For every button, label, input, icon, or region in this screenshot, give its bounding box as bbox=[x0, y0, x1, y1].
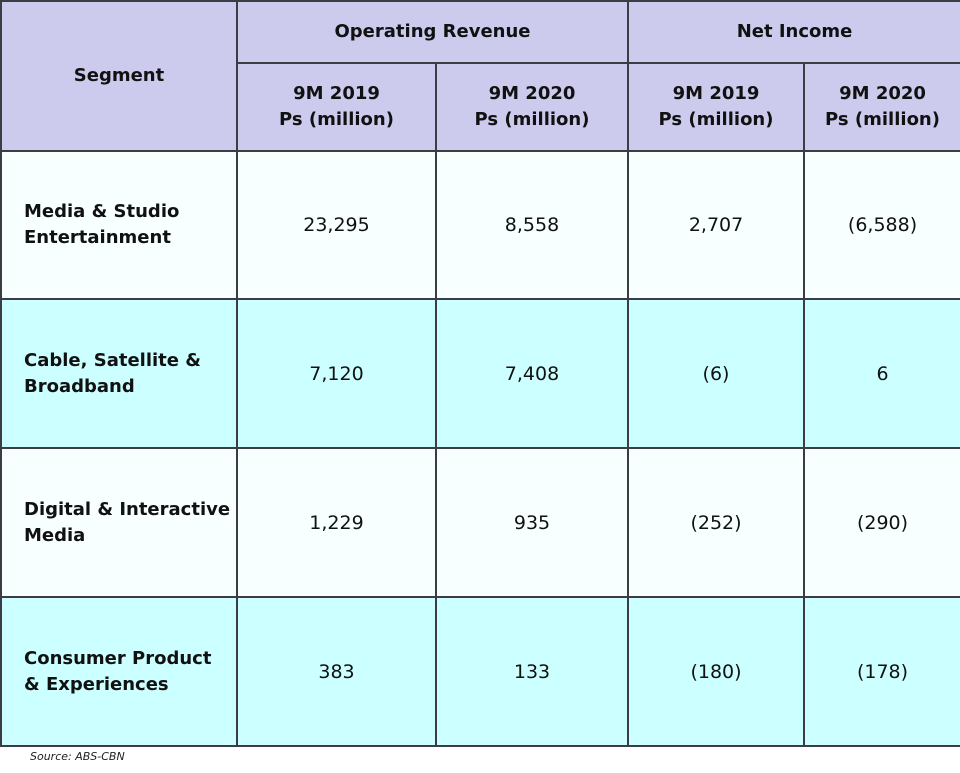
header-subcolumn: 9M 2019 Ps (million) bbox=[627, 62, 806, 152]
value-cell: 7,408 bbox=[434, 298, 630, 449]
segment-name: Cable, Satellite & bbox=[24, 349, 201, 371]
unit-label: Ps (million) bbox=[279, 109, 394, 130]
segment-cell: Cable, Satellite & Broadband bbox=[0, 298, 238, 449]
unit-label: Ps (million) bbox=[825, 109, 940, 130]
segment-cell: Media & Studio Entertainment bbox=[0, 150, 238, 300]
unit-label: Ps (million) bbox=[474, 109, 590, 130]
unit-label: Ps (million) bbox=[658, 109, 774, 130]
header-net-income: Net Income bbox=[627, 0, 960, 64]
value-cell: (180) bbox=[627, 596, 806, 747]
segment-name: Media & Studio bbox=[24, 201, 180, 222]
value-cell: 133 bbox=[434, 596, 630, 747]
table-row: Cable, Satellite & Broadband 7,120 7,408 … bbox=[0, 298, 960, 449]
value-cell: 383 bbox=[236, 596, 437, 747]
segment-cell: Consumer Product & Experiences bbox=[0, 596, 238, 747]
segment-cell: Digital & Interactive Media bbox=[0, 447, 238, 598]
value-cell: 8,558 bbox=[434, 150, 630, 300]
value-cell: (178) bbox=[803, 596, 960, 747]
header-subcolumn: 9M 2020 Ps (million) bbox=[803, 62, 960, 152]
header-subcolumn: 9M 2020 Ps (million) bbox=[434, 62, 630, 152]
value-cell: (252) bbox=[627, 447, 806, 598]
segment-name: Digital & Interactive bbox=[24, 498, 231, 520]
value-cell: (6) bbox=[627, 298, 806, 449]
period-label: 9M 2020 bbox=[839, 83, 926, 104]
value-cell: (290) bbox=[803, 447, 960, 598]
header-segment: Segment bbox=[0, 0, 238, 152]
value-cell: 7,120 bbox=[236, 298, 437, 449]
table-row: Consumer Product & Experiences 383 133 (1… bbox=[0, 596, 960, 747]
value-cell: 6 bbox=[803, 298, 960, 449]
table-row: Digital & Interactive Media 1,229 935 (25… bbox=[0, 447, 960, 598]
value-cell: (6,588) bbox=[803, 150, 960, 300]
value-cell: 935 bbox=[434, 447, 630, 598]
value-cell: 23,295 bbox=[236, 150, 437, 300]
period-label: 9M 2019 bbox=[293, 83, 380, 104]
segment-name: Broadband bbox=[24, 375, 135, 397]
segment-name: & Experiences bbox=[24, 673, 169, 695]
segment-name: Entertainment bbox=[24, 227, 171, 248]
period-label: 9M 2020 bbox=[488, 83, 576, 104]
header-operating-revenue: Operating Revenue bbox=[235, 0, 630, 64]
header-row-periods: 9M 2019 Ps (million) 9M 2020 Ps (million) … bbox=[1, 62, 960, 152]
table-row: Media & Studio Entertainment 23,295 8,558… bbox=[0, 150, 960, 300]
segment-financials-table: Segment Operating Revenue Net Income 9M … bbox=[0, 0, 960, 747]
segment-name: Media bbox=[24, 524, 86, 546]
segment-name: Consumer Product bbox=[24, 647, 212, 669]
value-cell: 1,229 bbox=[236, 447, 437, 598]
header-row-groups: Segment Operating Revenue Net Income bbox=[0, 0, 960, 152]
period-label: 9M 2019 bbox=[672, 83, 760, 104]
header-subcolumn: 9M 2019 Ps (million) bbox=[236, 62, 437, 152]
value-cell: 2,707 bbox=[627, 150, 806, 300]
source-note: Source: ABS-CBN bbox=[30, 750, 125, 763]
